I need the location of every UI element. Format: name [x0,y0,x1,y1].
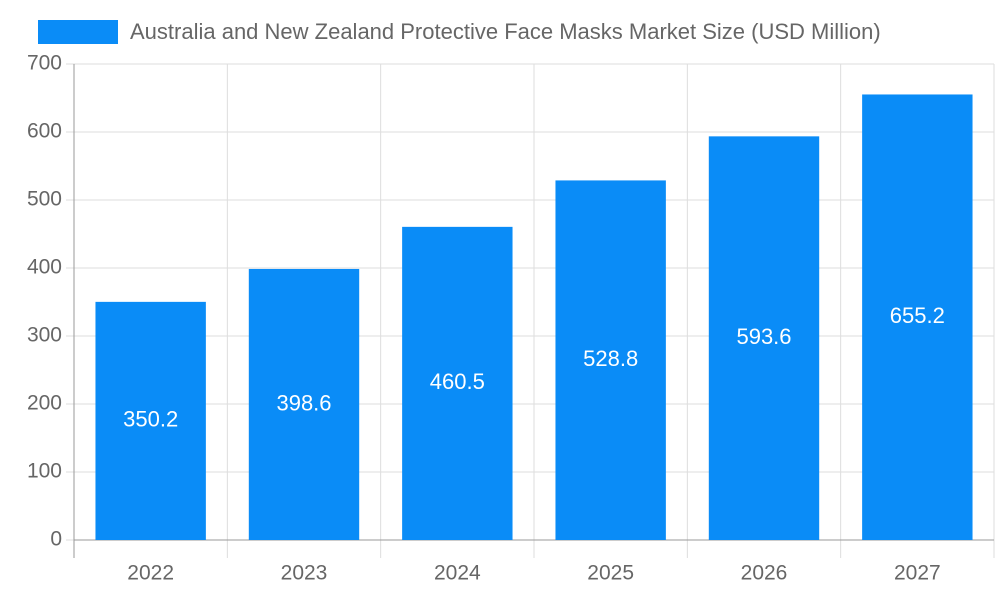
x-tick-label: 2023 [281,562,328,585]
y-tick-label: 300 [27,324,62,347]
y-tick-label: 200 [27,392,62,415]
x-tick-label: 2027 [894,562,941,585]
bar [862,94,973,541]
y-tick-label: 500 [27,188,62,211]
bar [402,226,513,541]
x-tick-label: 2024 [434,562,481,585]
x-tick-label: 2026 [741,562,788,585]
y-tick-label: 700 [27,52,62,75]
y-tick-label: 400 [27,256,62,279]
legend-swatch [38,20,118,44]
data-label: 528.8 [583,346,638,371]
x-tick-label: 2025 [587,562,634,585]
y-tick-label: 0 [50,528,62,551]
bar [95,301,206,540]
legend-label: Australia and New Zealand Protective Fac… [130,19,881,44]
bar [708,136,820,541]
bar [555,180,666,540]
y-tick-label: 600 [27,120,62,143]
data-label: 593.6 [736,324,791,349]
data-label: 398.6 [276,390,331,415]
data-label: 350.2 [123,407,178,432]
bar [248,268,360,540]
data-label: 655.2 [890,303,945,328]
x-tick-label: 2022 [127,562,174,585]
y-tick-label: 100 [27,460,62,483]
data-label: 460.5 [430,369,485,394]
